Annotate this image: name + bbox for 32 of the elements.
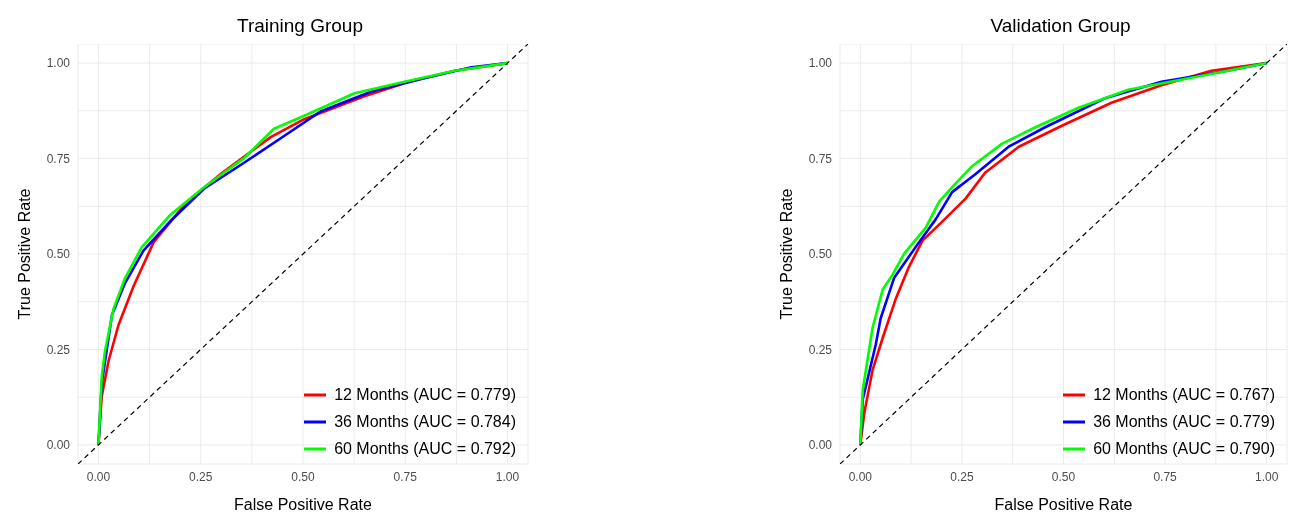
x-tick-label: 1.00	[1255, 469, 1279, 484]
chart-title: Training Group	[236, 14, 364, 38]
y-axis-title: True Positive Rate	[777, 188, 795, 320]
y-tick-label: 1.00	[808, 56, 833, 71]
x-axis-title: False Positive Rate	[234, 496, 373, 513]
x-tick-label: 0.50	[1051, 469, 1076, 484]
y-axis-title: True Positive Rate	[15, 188, 33, 320]
y-tick-label: 0.75	[46, 151, 71, 166]
x-tick-label: 0.75	[393, 469, 418, 484]
legend-label: 60 Months (AUC = 0.790)	[1093, 439, 1275, 458]
y-tick-label: 0.25	[808, 342, 833, 357]
legend-label: 36 Months (AUC = 0.784)	[334, 412, 516, 431]
y-tick-label: 0.50	[46, 247, 71, 262]
y-tick-label: 1.00	[46, 56, 71, 71]
legend-label: 36 Months (AUC = 0.779)	[1093, 412, 1275, 431]
chart-title: Validation Group	[989, 14, 1132, 38]
legend-label: 12 Months (AUC = 0.779)	[334, 385, 516, 404]
x-tick-label: 0.25	[950, 469, 974, 484]
x-axis-title: False Positive Rate	[994, 496, 1133, 513]
x-tick-label: 0.25	[189, 469, 213, 484]
y-tick-label: 0.50	[808, 247, 833, 262]
legend-label: 60 Months (AUC = 0.792)	[334, 439, 516, 458]
x-tick-label: 1.00	[495, 469, 520, 484]
legend-label: 12 Months (AUC = 0.767)	[1093, 385, 1275, 404]
x-tick-label: 0.50	[291, 469, 315, 484]
x-tick-label: 0.75	[1153, 469, 1178, 484]
x-tick-label: 0.00	[848, 469, 873, 484]
y-tick-label: 0.75	[808, 151, 833, 166]
x-tick-label: 0.00	[86, 469, 111, 484]
y-tick-label: 0.00	[46, 438, 71, 453]
y-tick-label: 0.25	[46, 342, 71, 357]
y-tick-label: 0.00	[808, 438, 833, 453]
